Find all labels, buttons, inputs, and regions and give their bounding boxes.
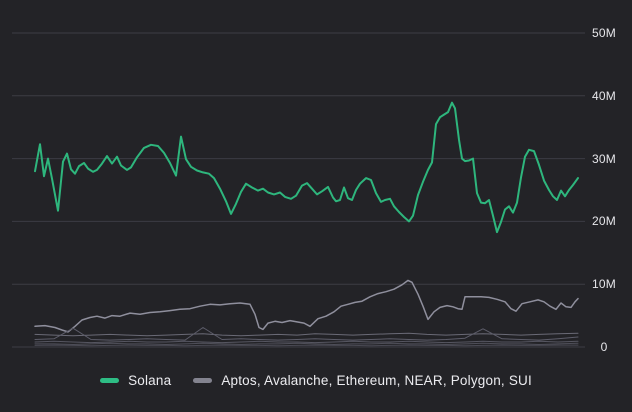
solana-legend-swatch: [100, 377, 120, 383]
solana-legend-label: Solana: [128, 372, 172, 388]
other-chains-legend-swatch: [193, 377, 213, 383]
gray-series-line[interactable]: [34, 342, 579, 345]
other-chains-legend-label: Aptos, Avalanche, Ethereum, NEAR, Polygo…: [221, 372, 532, 388]
gray-series-line[interactable]: [34, 279, 579, 333]
chart-legend: Solana Aptos, Avalanche, Ethereum, NEAR,…: [0, 368, 632, 392]
solana-line[interactable]: [34, 101, 579, 234]
gray-series-line[interactable]: [34, 332, 579, 337]
legend-item-solana[interactable]: Solana: [100, 373, 171, 388]
gray-series-line[interactable]: [34, 340, 579, 344]
gray-series-line[interactable]: [34, 344, 579, 347]
gray-series-line[interactable]: [34, 327, 579, 341]
legend-item-other-chains[interactable]: Aptos, Avalanche, Ethereum, NEAR, Polygo…: [193, 373, 532, 388]
